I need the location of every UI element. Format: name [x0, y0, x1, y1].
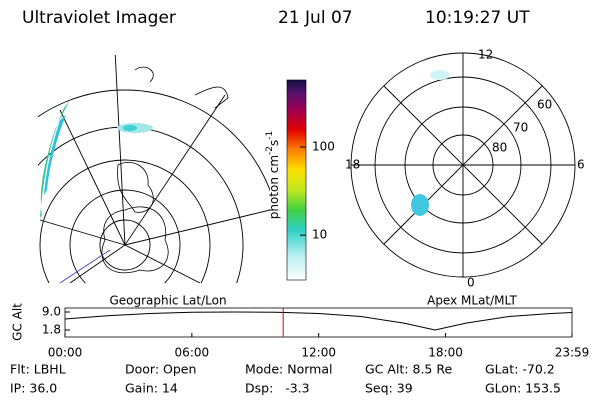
mlt-label: 0 — [467, 276, 475, 290]
polar-grid — [350, 52, 576, 278]
status-field: Dsp: -3.3 — [245, 381, 310, 396]
mlt-label: 18 — [345, 158, 360, 172]
time: 10:19:27 UT — [425, 8, 530, 28]
status-field: Seq: 39 — [365, 381, 413, 396]
mlat-label: 70 — [513, 121, 528, 135]
x-tick-label: 00:00 — [48, 346, 83, 360]
status-field: GLat: -70.2 — [485, 362, 555, 377]
panel-label: Apex MLat/MLT — [427, 294, 517, 308]
mlat-label: 80 — [492, 141, 507, 155]
colorbar — [286, 79, 307, 281]
status-field: GC Alt: 8.5 Re — [365, 362, 452, 377]
y-axis-label: GC Alt — [11, 303, 25, 341]
auroral-spot — [411, 194, 429, 216]
geo-map — [38, 55, 270, 283]
alt-line — [64, 311, 573, 331]
alt-frame — [64, 307, 573, 338]
x-tick-label: 12:00 — [301, 346, 336, 360]
instrument: Ultraviolet Imager — [22, 8, 176, 28]
x-tick-label: 18:00 — [428, 346, 463, 360]
mlat-label: 60 — [537, 98, 552, 112]
mlt-label: 12 — [478, 48, 493, 62]
status-field: Mode: Normal — [245, 362, 332, 377]
status-field: Flt: LBHL — [10, 362, 66, 377]
colorbar-label: photon cm-2s-1 — [265, 131, 281, 220]
y-tick-label: 1.8 — [42, 323, 61, 337]
mlt-label: 6 — [577, 158, 585, 172]
auroral-spot — [430, 70, 450, 80]
x-tick-label: 23:59 — [555, 346, 590, 360]
colorbar-tick-label: 100 — [312, 139, 335, 153]
y-tick-label: 9.0 — [42, 305, 61, 319]
status-field: Door: Open — [125, 362, 196, 377]
date: 21 Jul 07 — [278, 8, 353, 28]
x-tick-label: 06:00 — [175, 346, 210, 360]
colorbar-tick-label: 10 — [312, 228, 327, 242]
status-field: IP: 36.0 — [10, 381, 57, 396]
panel-label: Geographic Lat/Lon — [109, 294, 226, 308]
status-field: Gain: 14 — [125, 381, 178, 396]
status-field: GLon: 153.5 — [485, 381, 561, 396]
